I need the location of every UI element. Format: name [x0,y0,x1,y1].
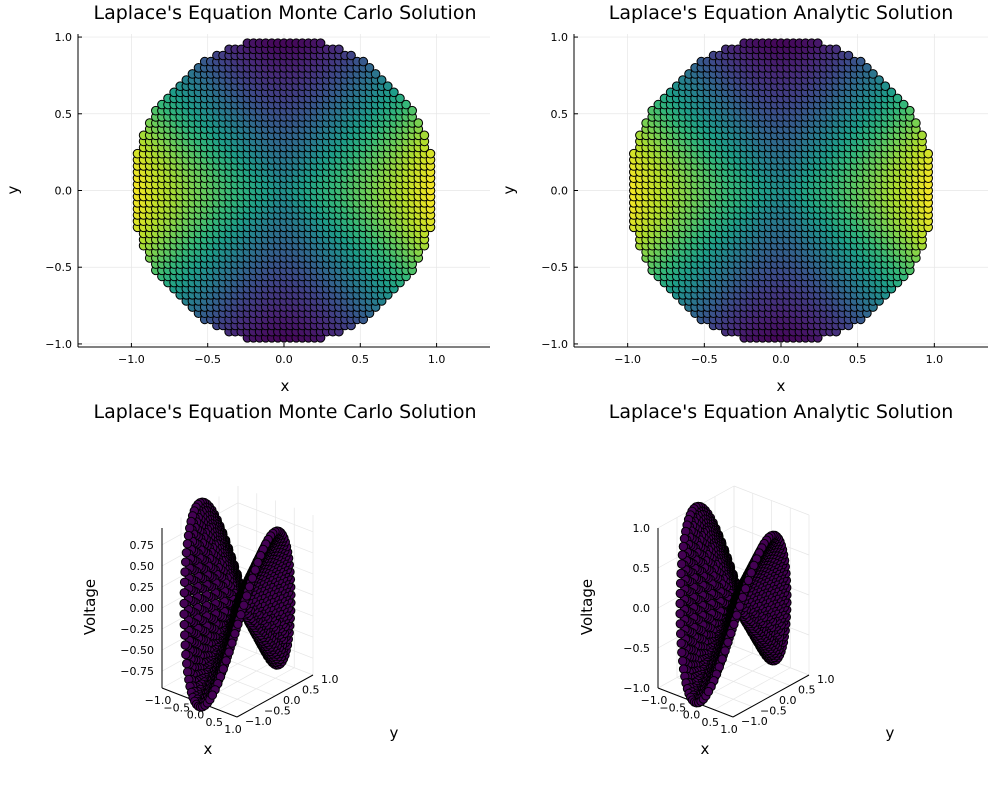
x-tick-label: −0.5 [194,353,221,366]
panel-bottom-left: Laplace's Equation Monte Carlo Solution … [81,401,477,758]
y-tick-label: −1.0 [45,338,72,351]
data-point [856,57,865,66]
z-tick-label: −0.25 [120,623,154,636]
x-tick-label: −0.5 [691,353,718,366]
data-point [335,45,344,54]
x-axis-label: x [204,740,213,758]
y-axis-label: y [390,724,399,742]
y-tick-label: −0.5 [45,261,72,274]
chart-title: Laplace's Equation Analytic Solution [609,2,954,24]
x-tick-label: 0.5 [206,716,224,729]
y-tick-label: 0.0 [551,185,569,198]
y-tick-label: −0.5 [541,261,568,274]
data-point [183,540,191,548]
z-tick-label: −0.50 [120,644,154,657]
z-axis-label: Voltage [81,579,99,635]
data-point [182,558,190,566]
y-axis-label: y [500,185,518,194]
y-tick-label: 0.5 [55,108,73,121]
data-point [814,39,823,48]
y-axis-label: y [4,185,22,194]
x-tick-label: 1.0 [428,353,446,366]
scatter-points [133,39,435,342]
x-tick-label: −1.0 [614,353,641,366]
data-point [347,51,356,60]
data-point [184,531,192,539]
chart-title: Laplace's Equation Monte Carlo Solution [94,401,477,423]
x-tick-label: 1.0 [926,353,944,366]
x-axis-label: x [281,377,290,395]
y-tick-label: 0.0 [283,694,301,707]
data-point [181,568,189,576]
data-point [832,45,841,54]
y-tick-label: 1.0 [321,673,339,686]
x-tick-label: 0.5 [352,353,370,366]
x-tick-label: 0.0 [772,353,790,366]
z-tick-label: 0.25 [130,581,155,594]
y-tick-label: 0.5 [551,108,569,121]
y-tick-label: 1.0 [551,31,569,44]
scatter-points [630,39,933,342]
panel-top-right: Laplace's Equation Analytic Solution x y… [500,2,988,395]
data-point [359,57,368,66]
x-tick-label: 1.0 [224,723,242,736]
z-tick-label: −0.75 [120,665,154,678]
z-tick-label: 0.50 [130,560,155,573]
x-axis-label: x [777,377,786,395]
chart-title: Laplace's Equation Monte Carlo Solution [94,2,477,24]
x-tick-label: 0.5 [849,353,867,366]
data-point [844,51,853,60]
x-tick-label: 0.0 [275,353,293,366]
z-tick-label: 0.00 [130,602,155,615]
y-tick-label: 0.5 [302,684,320,697]
panel-top-left: Laplace's Equation Monte Carlo Solution … [4,2,490,395]
data-point [182,549,190,557]
z-tick-label: 0.75 [130,539,155,552]
data-point [316,39,325,48]
y-tick-label: 1.0 [55,31,73,44]
y-tick-label: 0.0 [55,185,73,198]
y-tick-label: −1.0 [541,338,568,351]
x-tick-label: −1.0 [118,353,145,366]
